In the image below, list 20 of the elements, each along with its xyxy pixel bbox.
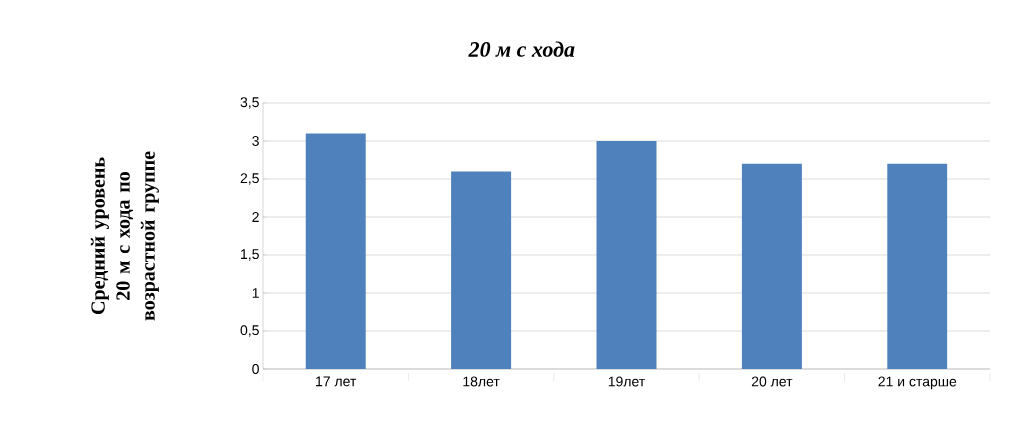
bar: [741, 163, 802, 369]
chart-title: 20 м с хода: [468, 41, 575, 57]
y-tick-label: 3: [252, 136, 259, 146]
y-tick-label: 0: [252, 364, 259, 374]
bar: [887, 163, 948, 369]
bar: [596, 140, 657, 369]
y-tick-label: 2: [252, 212, 259, 222]
y-tick-label: 0,5: [240, 325, 259, 337]
y-tick-label: 1,5: [241, 249, 259, 261]
x-tick-label: 18лет: [463, 376, 500, 387]
y-tick-label: 3,5: [240, 97, 259, 109]
x-tick-label: 20 лет: [751, 376, 793, 387]
y-tick-label: 1: [252, 288, 259, 298]
bar: [451, 171, 512, 369]
x-tick-label: 19лет: [608, 376, 645, 387]
bar: [305, 133, 366, 369]
y-axis-title: Средний уровень 20 м с хода по возрастной группе: [90, 151, 159, 321]
x-tick-label: 17 лет: [316, 376, 357, 387]
x-tick-label: 21 и старше: [878, 376, 957, 390]
y-tick-label: 2,5: [240, 173, 259, 185]
